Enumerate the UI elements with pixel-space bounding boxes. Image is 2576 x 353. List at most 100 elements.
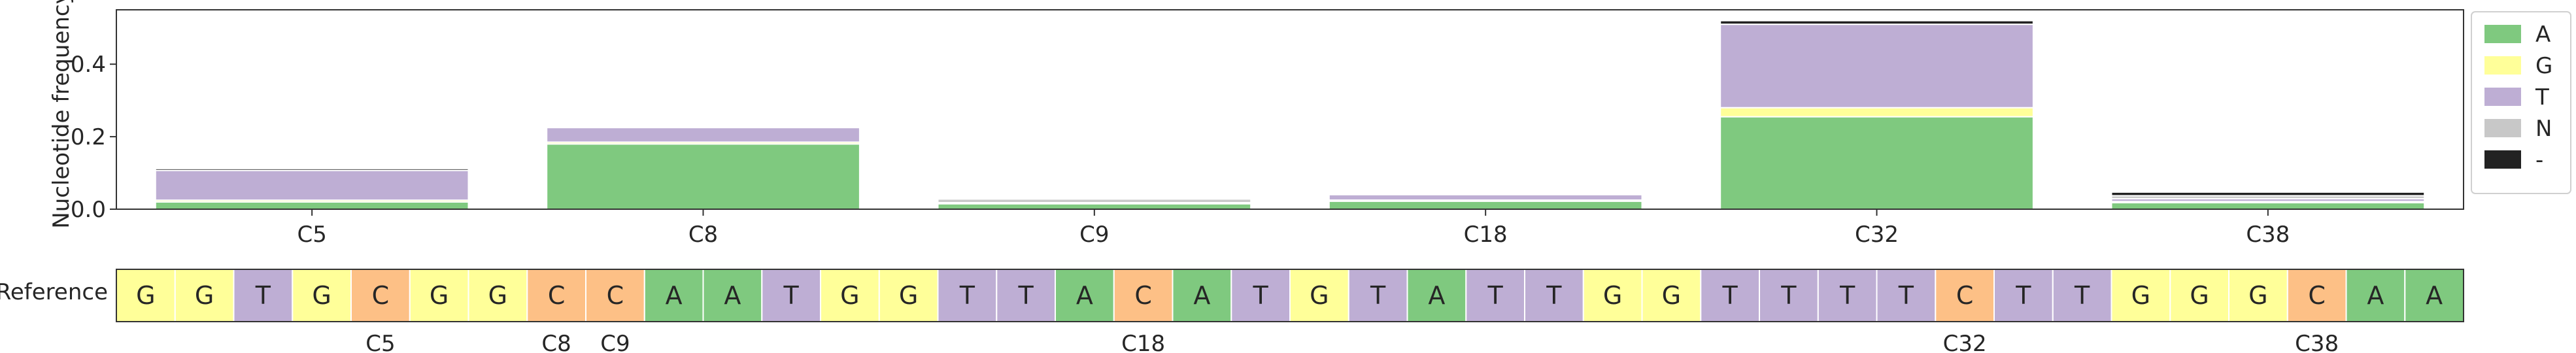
reference-base: A: [1428, 281, 1445, 310]
legend-swatch: [2484, 25, 2521, 43]
reference-position-label: C38: [2295, 331, 2339, 353]
x-tick-label: C38: [2246, 222, 2290, 248]
plot-frame: [116, 9, 2464, 210]
x-tick-label: C18: [1464, 222, 1508, 248]
reference-cell: [1993, 269, 2054, 322]
reference-cell: [467, 269, 528, 322]
bar-C9-N: [937, 198, 1252, 203]
reference-cell: [1113, 269, 1174, 322]
reference-base: T: [2074, 281, 2090, 310]
reference-cell: [1935, 269, 1995, 322]
reference-cell: [1759, 269, 1819, 322]
reference-cell: [2345, 269, 2406, 322]
reference-base: G: [312, 281, 331, 310]
reference-base: A: [666, 281, 683, 310]
reference-title: Reference: [0, 279, 108, 305]
legend-swatch: [2484, 150, 2521, 169]
y-axis: 0.0 0.2 0.4: [71, 52, 116, 223]
reference-position-label: C8: [541, 331, 571, 353]
reference-position-label: C5: [365, 331, 395, 353]
reference-base: T: [1370, 281, 1386, 310]
reference-base: G: [2131, 281, 2150, 310]
reference-cell: [1641, 269, 1702, 322]
reference-frame: [116, 269, 2464, 322]
bar-C32-gap: [1720, 20, 2034, 25]
y-tick-label: 0.2: [71, 124, 106, 150]
bar-C8-T: [546, 127, 860, 143]
reference-base: T: [1017, 281, 1034, 310]
bar-C5-A: [154, 201, 469, 210]
reference-base: G: [840, 281, 859, 310]
reference-base: G: [899, 281, 918, 310]
reference-base: G: [2248, 281, 2267, 310]
reference-base: G: [488, 281, 507, 310]
bars-layer: [154, 20, 2426, 210]
bar-C32-G: [1720, 107, 2034, 118]
reference-base: T: [1898, 281, 1914, 310]
x-tick-label: C8: [688, 222, 718, 248]
reference-cell: [1700, 269, 1761, 322]
legend-label: T: [2535, 84, 2549, 110]
reference-base: T: [959, 281, 975, 310]
reference-base: T: [255, 281, 271, 310]
bar-C18-A: [1328, 200, 1643, 210]
x-tick-label: C32: [1855, 222, 1899, 248]
reference-base: T: [1780, 281, 1797, 310]
reference-base: G: [1662, 281, 1681, 310]
reference-base: C: [607, 281, 624, 310]
reference-base: C: [1956, 281, 1974, 310]
reference-base: C: [548, 281, 566, 310]
reference-base: T: [783, 281, 799, 310]
reference-cell: [2169, 269, 2230, 322]
x-axis: C5 C8 C9 C18 C32 C38: [297, 209, 2290, 248]
reference-cell: [116, 269, 176, 322]
reference-cell: [1406, 269, 1467, 322]
reference-cell: [1876, 269, 1937, 322]
reference-base: G: [136, 281, 155, 310]
reference-cell: [1055, 269, 1115, 322]
legend-label: N: [2535, 116, 2552, 142]
reference-base: G: [1310, 281, 1329, 310]
reference-base: C: [372, 281, 390, 310]
x-tick-label: C5: [297, 222, 326, 248]
reference-base: T: [1839, 281, 1856, 310]
reference-base: T: [2015, 281, 2031, 310]
reference-position-labels: C5 C8 C9 C18 C32 C38: [365, 331, 2339, 353]
legend-label: -: [2535, 147, 2543, 173]
reference-base: A: [2367, 281, 2384, 310]
reference-cell: [526, 269, 587, 322]
legend-label: G: [2535, 53, 2552, 79]
reference-base: G: [1603, 281, 1622, 310]
y-tick-label: 0.0: [71, 197, 106, 223]
bar-C38-gap: [2110, 191, 2426, 197]
bar-C8-A: [546, 143, 860, 210]
reference-base: G: [2190, 281, 2209, 310]
reference-base: T: [1546, 281, 1562, 310]
legend-swatch: [2484, 56, 2521, 75]
legend-swatch: [2484, 119, 2521, 137]
reference-base: A: [1193, 281, 1210, 310]
reference-base: A: [1076, 281, 1093, 310]
reference-position-label: C9: [600, 331, 630, 353]
bar-C5-gap: [154, 167, 469, 171]
y-axis-label: Nucleotide frequency: [48, 0, 75, 229]
reference-cell: [585, 269, 645, 322]
reference-cell: [937, 269, 998, 322]
reference-position-label: C32: [1943, 331, 1987, 353]
reference-position-label: C18: [1121, 331, 1165, 353]
legend-swatch: [2484, 88, 2521, 106]
reference-base: T: [1487, 281, 1503, 310]
bar-C5-T: [154, 169, 469, 201]
reference-cell: [2228, 269, 2288, 322]
reference-base: C: [2308, 281, 2326, 310]
bar-C38-A: [2110, 202, 2426, 210]
legend-label: A: [2535, 22, 2551, 48]
reference-base: G: [195, 281, 214, 310]
bar-C18-T: [1328, 193, 1643, 201]
bar-C32-T: [1720, 24, 2034, 109]
reference-base: A: [724, 281, 741, 310]
